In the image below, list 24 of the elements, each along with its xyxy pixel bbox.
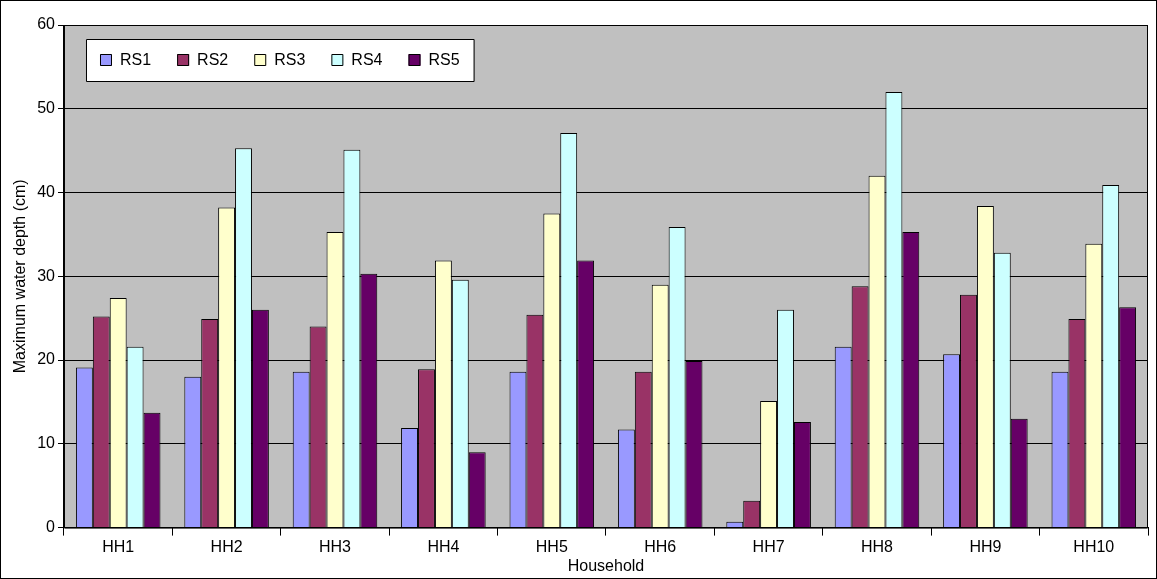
x-tick-label: HH4 (427, 537, 460, 555)
y-tick-label: 0 (46, 518, 56, 536)
legend-label: RS3 (274, 51, 306, 69)
legend-label: RS5 (428, 51, 460, 69)
x-tick-label: HH7 (752, 537, 785, 555)
y-tick-label: 20 (37, 350, 56, 368)
y-tick-label: 40 (37, 182, 56, 200)
legend-label: RS1 (120, 51, 152, 69)
y-tick-label: 60 (37, 15, 56, 33)
legend-label: RS4 (351, 51, 383, 69)
y-tick-label: 50 (37, 99, 56, 117)
y-tick-label: 30 (37, 266, 56, 284)
x-tick-label: HH3 (318, 537, 352, 555)
y-axis-title: Maximum water depth (cm) (11, 179, 29, 374)
x-tick-label: HH8 (860, 537, 894, 555)
x-tick-label: HH5 (535, 537, 568, 555)
x-tick-label: HH10 (1073, 537, 1115, 555)
x-axis-title: Household (567, 556, 645, 574)
x-tick-label: HH6 (644, 537, 677, 555)
legend-label: RS2 (197, 51, 229, 69)
y-tick-label: 10 (37, 434, 56, 452)
x-tick-label: HH2 (210, 537, 243, 555)
x-tick-label: HH9 (969, 537, 1002, 555)
x-tick-label: HH1 (102, 537, 135, 555)
